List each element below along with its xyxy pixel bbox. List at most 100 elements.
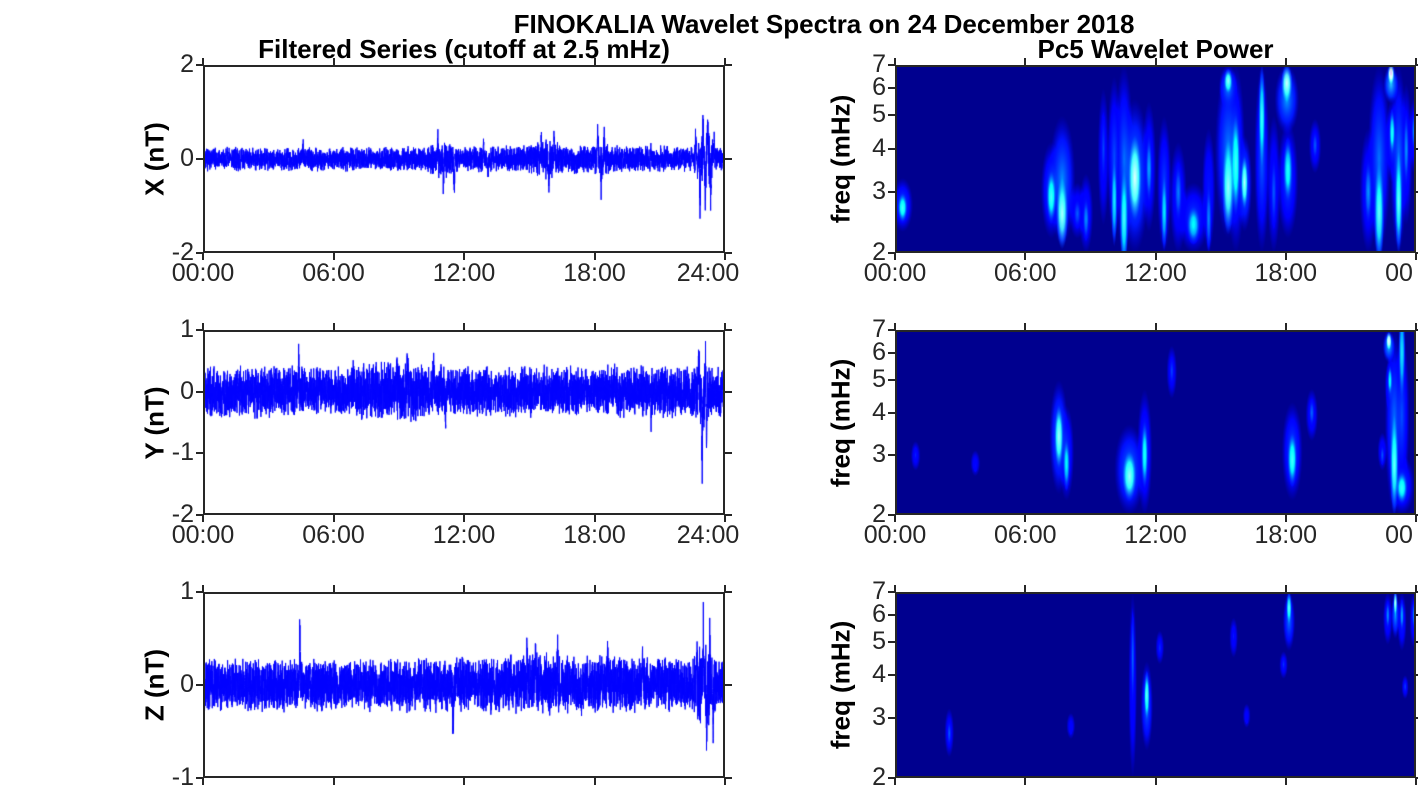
x-wavelet-ytick-mark bbox=[1416, 191, 1418, 194]
z-wavelet-ytick-mark bbox=[1416, 640, 1418, 643]
y-series-ytick-label: -1 bbox=[171, 438, 194, 467]
y-wavelet-ytick-mark bbox=[888, 351, 895, 354]
x-wavelet-ytick-label: 6 bbox=[872, 73, 886, 102]
x-series-xtick-label: 18:00 bbox=[563, 259, 626, 287]
x-wavelet-xtick-mark bbox=[1415, 58, 1417, 65]
x-series-ytick-label: 0 bbox=[180, 144, 194, 172]
y-series-xtick-mark bbox=[202, 515, 204, 522]
y-wavelet-xtick-mark bbox=[1284, 515, 1287, 522]
panel-z-series: 1 0 -1 bbox=[172, 577, 732, 788]
x-wavelet-ytick-label: 3 bbox=[872, 177, 886, 206]
z-wavelet-ytick-label: 3 bbox=[872, 702, 886, 731]
z-series-axes-box bbox=[203, 592, 725, 778]
x-series-plot-canvas bbox=[203, 65, 725, 253]
panel-y-wavelet: 00:00 06:00 12:00 18:00 00 7 6 5 4 3 2 bbox=[864, 315, 1418, 549]
x-series-ytick-mark bbox=[196, 158, 203, 160]
y-series-xtick-mark bbox=[463, 323, 465, 330]
z-wavelet-ytick-mark bbox=[888, 777, 895, 779]
y-series-ytick-mark bbox=[196, 329, 203, 331]
y-series-ytick-label: -2 bbox=[171, 500, 194, 528]
z-wavelet-xtick-mark bbox=[1154, 778, 1157, 785]
z-wavelet-xtick-mark bbox=[894, 778, 896, 785]
z-wavelet-xtick-mark bbox=[1284, 585, 1287, 592]
y-wavelet-ytick-label: 7 bbox=[872, 315, 886, 343]
y-wavelet-ytick-mark bbox=[1416, 329, 1418, 331]
z-series-ytick-label: 0 bbox=[180, 670, 194, 698]
x-wavelet-plot-canvas bbox=[895, 65, 1416, 253]
x-wavelet-xtick-mark bbox=[1154, 58, 1157, 65]
x-wavelet-title: Pc5 Wavelet Power bbox=[1037, 34, 1274, 64]
y-series-xtick-mark bbox=[332, 515, 335, 522]
x-wavelet-xtick-mark bbox=[1284, 253, 1287, 260]
x-series-xtick-mark bbox=[724, 253, 726, 260]
y-series-xtick-label: 12:00 bbox=[432, 521, 496, 549]
z-series-ytick-mark bbox=[725, 777, 732, 779]
x-wavelet-axes-box bbox=[895, 65, 1416, 253]
y-series-xtick-mark bbox=[202, 323, 204, 330]
y-wavelet-ytick-mark bbox=[1416, 454, 1418, 457]
z-series-ytick-label: 1 bbox=[180, 577, 194, 605]
z-wavelet-ytick-mark bbox=[1416, 674, 1418, 677]
y-wavelet-xtick-label: 00:00 bbox=[863, 521, 927, 549]
x-series-ytick-mark bbox=[725, 64, 732, 66]
y-wavelet-ytick-label: 4 bbox=[872, 397, 886, 426]
y-series-xtick-mark bbox=[593, 515, 596, 522]
x-series-xtick-mark bbox=[463, 253, 465, 260]
y-wavelet-ytick-mark bbox=[1416, 351, 1418, 354]
x-series-ytick-mark bbox=[725, 158, 732, 160]
y-wavelet-xtick-mark bbox=[1154, 323, 1157, 330]
y-wavelet-ytick-label: 2 bbox=[872, 500, 886, 528]
x-wavelet-xtick-mark bbox=[1154, 253, 1157, 260]
x-series-xtick-label: 24:00 bbox=[676, 259, 740, 287]
x-series-ylabel: X (nT) bbox=[139, 122, 170, 196]
z-wavelet-ytick-mark bbox=[1416, 591, 1418, 593]
z-wavelet-ylabel: freq (mHz) bbox=[825, 620, 856, 750]
x-series-axes-box bbox=[203, 65, 725, 253]
x-series-xtick-mark bbox=[332, 58, 335, 65]
y-wavelet-xtick-mark bbox=[1415, 515, 1417, 522]
y-wavelet-plot-canvas bbox=[895, 330, 1416, 515]
y-wavelet-ytick-mark bbox=[888, 378, 895, 381]
y-series-xtick-mark bbox=[724, 515, 726, 522]
x-wavelet-ytick-mark bbox=[1416, 64, 1418, 66]
y-series-xtick-mark bbox=[593, 323, 596, 330]
x-wavelet-xtick-label: 18:00 bbox=[1254, 259, 1318, 287]
y-series-ytick-mark bbox=[725, 514, 732, 516]
y-series-ytick-mark bbox=[725, 452, 732, 455]
z-wavelet-xtick-mark bbox=[1415, 778, 1417, 785]
x-series-ytick-label: 2 bbox=[180, 50, 194, 78]
z-wavelet-ytick-mark bbox=[888, 613, 895, 616]
y-series-xtick-label: 00:00 bbox=[171, 521, 235, 549]
z-series-xtick-mark bbox=[332, 585, 335, 592]
x-wavelet-xtick-mark bbox=[1415, 253, 1417, 260]
figure-suptitle: FINOKALIA Wavelet Spectra on 24 December… bbox=[513, 9, 1135, 39]
y-wavelet-xtick-mark bbox=[1024, 515, 1027, 522]
y-wavelet-xtick-mark bbox=[1415, 323, 1417, 330]
x-wavelet-xtick-mark bbox=[894, 253, 896, 260]
x-series-xtick-label: 12:00 bbox=[432, 259, 496, 287]
z-wavelet-xtick-mark bbox=[1024, 585, 1027, 592]
y-wavelet-xtick-mark bbox=[894, 515, 896, 522]
x-series-ytick-mark bbox=[196, 252, 203, 254]
x-wavelet-ytick-mark bbox=[888, 87, 895, 90]
z-series-xtick-mark bbox=[724, 585, 726, 592]
x-series-xtick-label: 00:00 bbox=[171, 259, 235, 287]
y-series-xtick-label: 24:00 bbox=[676, 521, 740, 549]
x-wavelet-xtick-label: 00:00 bbox=[863, 259, 927, 287]
z-series-xtick-mark bbox=[463, 585, 465, 592]
y-series-ytick-mark bbox=[725, 390, 732, 393]
z-wavelet-ytick-label: 4 bbox=[872, 660, 886, 689]
z-series-ytick-label: -1 bbox=[171, 763, 194, 788]
z-wavelet-axes-box bbox=[895, 592, 1416, 778]
x-series-title: Filtered Series (cutoff at 2.5 mHz) bbox=[258, 34, 670, 64]
y-series-ytick-label: 1 bbox=[180, 315, 194, 343]
z-series-xtick-mark bbox=[724, 778, 726, 785]
y-wavelet-xtick-label: 12:00 bbox=[1124, 521, 1187, 549]
z-wavelet-ytick-mark bbox=[1416, 613, 1418, 616]
z-wavelet-plot-canvas bbox=[895, 592, 1416, 778]
y-wavelet-ytick-label: 3 bbox=[872, 440, 886, 469]
y-wavelet-ytick-label: 5 bbox=[872, 364, 886, 393]
x-wavelet-ytick-label: 4 bbox=[872, 133, 886, 162]
y-series-plot-canvas bbox=[203, 330, 725, 515]
